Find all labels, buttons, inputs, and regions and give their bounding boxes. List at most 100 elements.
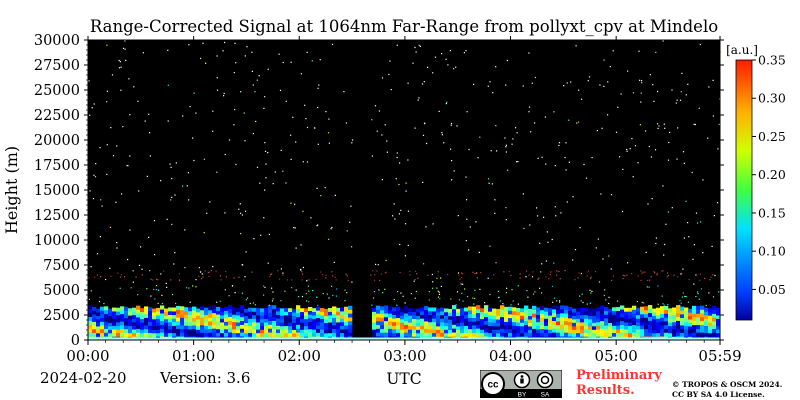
heatmap-cell (372, 325, 377, 330)
heatmap-cell (112, 311, 117, 316)
signal-speckle (438, 110, 440, 112)
signal-speckle (702, 179, 704, 181)
signal-speckle (219, 275, 221, 277)
heatmap-cell (132, 322, 137, 326)
heatmap-cell (404, 305, 409, 310)
signal-speckle (487, 178, 490, 180)
heatmap-cell (520, 322, 525, 327)
signal-speckle (665, 223, 667, 225)
signal-speckle (564, 156, 566, 159)
heatmap-cell (624, 315, 629, 319)
signal-speckle (268, 233, 270, 236)
heatmap-cell (716, 325, 721, 330)
heatmap-cell (444, 326, 449, 330)
heatmap-cell (260, 308, 265, 313)
heatmap-cell (460, 332, 465, 337)
heatmap-cell (412, 332, 417, 337)
signal-speckle (605, 299, 607, 301)
signal-speckle (238, 276, 240, 278)
signal-speckle (301, 271, 303, 273)
heatmap-cell (124, 306, 129, 311)
signal-speckle (558, 270, 560, 273)
signal-speckle (580, 300, 582, 302)
heatmap-cell (468, 310, 473, 315)
heatmap-cell (384, 324, 389, 329)
heatmap-cell (488, 322, 493, 326)
heatmap-cell (484, 328, 489, 333)
signal-speckle (473, 303, 475, 305)
heatmap-cell (168, 311, 173, 315)
signal-speckle (127, 165, 129, 167)
heatmap-cell (668, 308, 673, 313)
signal-speckle (149, 132, 151, 134)
signal-speckle (295, 141, 297, 143)
heatmap-cell (248, 325, 253, 330)
heatmap-cell (232, 307, 237, 312)
heatmap-cell (572, 329, 577, 334)
heatmap-cell (560, 324, 565, 329)
heatmap-cell (304, 308, 309, 313)
heatmap-cell (436, 322, 441, 327)
signal-speckle (578, 121, 580, 123)
signal-speckle (662, 303, 664, 305)
heatmap-cell (256, 311, 261, 316)
heatmap-cell (188, 321, 193, 326)
heatmap-cell (412, 325, 417, 330)
heatmap-cell (556, 321, 561, 326)
heatmap-cell (492, 319, 497, 323)
heatmap-cell (700, 317, 705, 322)
heatmap-cell (140, 325, 145, 330)
heatmap-cell (232, 329, 237, 334)
heatmap-cell (696, 313, 701, 318)
heatmap-cell (240, 324, 245, 329)
signal-speckle (589, 277, 592, 279)
heatmap-cell (576, 314, 581, 319)
heatmap-cell (572, 312, 577, 316)
signal-speckle (294, 203, 296, 205)
heatmap-cell (92, 314, 97, 319)
heatmap-cell (312, 311, 317, 316)
heatmap-cell (580, 311, 585, 316)
heatmap-cell (232, 332, 237, 337)
signal-speckle (179, 279, 181, 282)
signal-speckle (414, 270, 417, 272)
signal-speckle (376, 130, 378, 132)
heatmap-cell (388, 317, 393, 322)
signal-speckle (129, 229, 131, 231)
heatmap-cell (596, 311, 601, 316)
heatmap-cell (268, 324, 273, 329)
signal-speckle (126, 165, 128, 167)
heatmap-cell (444, 315, 449, 320)
heatmap-cell (344, 321, 349, 326)
heatmap-cell (152, 329, 157, 334)
signal-speckle (306, 280, 308, 282)
signal-speckle (308, 301, 310, 303)
heatmap-cell (596, 325, 601, 330)
heatmap-cell (484, 312, 489, 318)
heatmap-cell (388, 305, 393, 310)
heatmap-cell (292, 308, 297, 313)
signal-speckle (671, 207, 673, 209)
heatmap-cell (644, 306, 649, 311)
footer-version: Version: 3.6 (160, 369, 251, 387)
signal-speckle (100, 199, 102, 201)
heatmap-cell (432, 329, 437, 334)
signal-speckle (138, 190, 140, 192)
signal-speckle (564, 270, 566, 272)
signal-speckle (692, 258, 694, 260)
signal-speckle (591, 290, 593, 292)
signal-speckle (322, 274, 324, 276)
heatmap-cell (228, 305, 233, 310)
heatmap-cell (200, 313, 205, 318)
heatmap-cell (112, 329, 117, 334)
heatmap-cell (432, 332, 437, 337)
signal-speckle (400, 292, 402, 294)
signal-speckle (427, 274, 429, 276)
signal-speckle (122, 126, 124, 128)
colorbar-tick-label: 0.10 (758, 244, 786, 259)
heatmap-cell (268, 305, 273, 310)
signal-speckle (673, 274, 675, 276)
signal-speckle (182, 115, 184, 117)
signal-speckle (447, 64, 449, 66)
heatmap-cell (392, 311, 397, 315)
